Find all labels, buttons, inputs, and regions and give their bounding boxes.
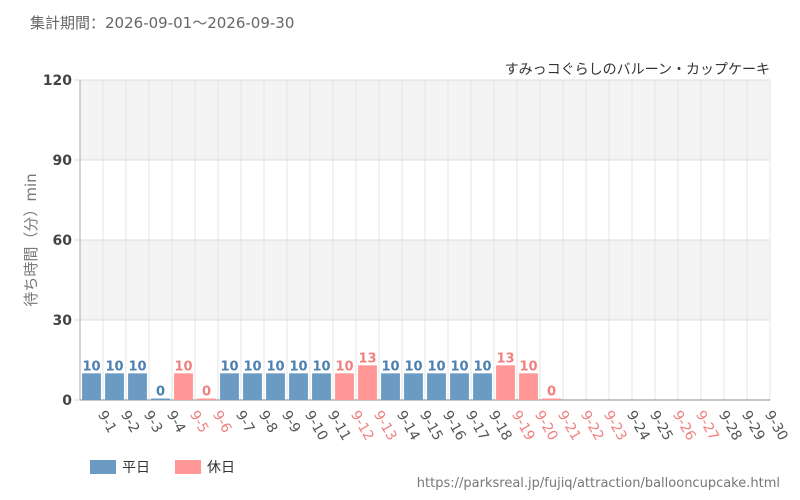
data-label: 10 — [266, 359, 284, 374]
x-tick-label: 9-18 — [485, 408, 515, 444]
data-label: 10 — [335, 359, 353, 374]
y-axis-label: 待ち時間（分）min — [22, 173, 40, 306]
x-tick-label: 9-13 — [370, 408, 400, 444]
data-label: 0 — [156, 385, 165, 400]
bar — [151, 398, 170, 400]
data-label: 10 — [289, 359, 307, 374]
period-label: 集計期間：2026-09-01～2026-09-30 — [30, 12, 294, 33]
x-tick-label: 9-19 — [508, 408, 538, 444]
y-tick-label: 30 — [53, 313, 73, 329]
data-label: 10 — [404, 359, 422, 374]
bar — [243, 373, 262, 400]
x-tick-label: 9-30 — [761, 408, 791, 444]
x-tick-label: 9-4 — [163, 408, 188, 436]
data-label: 10 — [174, 359, 192, 374]
data-label: 10 — [473, 359, 491, 374]
x-tick-label: 9-11 — [324, 408, 354, 444]
x-tick-label: 9-25 — [646, 408, 676, 444]
legend-label-holiday: 休日 — [207, 460, 235, 476]
data-label: 10 — [105, 359, 123, 374]
x-tick-label: 9-29 — [738, 408, 768, 444]
x-tick-label: 9-16 — [439, 408, 469, 444]
x-tick-labels: 9-19-29-39-49-59-69-79-89-99-109-119-129… — [94, 408, 791, 444]
x-tick-label: 9-24 — [623, 408, 653, 444]
bar — [381, 373, 400, 400]
data-label: 10 — [427, 359, 445, 374]
x-tick-label: 9-8 — [255, 408, 280, 436]
data-label: 10 — [450, 359, 468, 374]
x-tick-label: 9-17 — [462, 408, 492, 444]
bar — [128, 373, 147, 400]
bar — [82, 373, 101, 400]
x-tick-label: 9-1 — [94, 408, 119, 436]
bar — [473, 373, 492, 400]
y-tick-label: 120 — [43, 73, 72, 89]
legend-label-weekday: 平日 — [122, 460, 150, 476]
x-tick-label: 9-3 — [140, 408, 165, 436]
period-prefix: 集計期間： — [30, 14, 106, 32]
x-tick-label: 9-6 — [209, 408, 234, 436]
legend-swatch-weekday — [90, 460, 116, 474]
data-label: 10 — [243, 359, 261, 374]
x-tick-label: 9-27 — [692, 408, 722, 444]
x-tick-label: 9-2 — [117, 408, 142, 436]
bar — [197, 398, 216, 400]
bar — [312, 373, 331, 400]
data-label: 13 — [496, 351, 514, 366]
data-label: 10 — [220, 359, 238, 374]
bar — [358, 365, 377, 400]
data-label: 0 — [202, 385, 211, 400]
bar — [542, 398, 561, 400]
bar — [519, 373, 538, 400]
data-labels: 10 10 10 0 10 0 10 10 10 10 10 10 13 10 10 10 10 10 13 10 0 — [82, 351, 556, 399]
x-tick-label: 9-21 — [554, 408, 584, 444]
legend: 平日 休日 — [90, 460, 235, 476]
x-tick-label: 9-20 — [531, 408, 561, 444]
x-tick-label: 9-15 — [416, 408, 446, 444]
bar — [496, 365, 515, 400]
period-range: 2026-09-01～2026-09-30 — [105, 14, 295, 32]
data-label: 10 — [312, 359, 330, 374]
bar — [404, 373, 423, 400]
x-tick-label: 9-28 — [715, 408, 745, 444]
source-url[interactable]: https://parksreal.jp/fujiq/attraction/ba… — [417, 476, 780, 491]
bar — [105, 373, 124, 400]
bar — [450, 373, 469, 400]
y-tick-label: 0 — [62, 393, 72, 409]
data-label: 10 — [381, 359, 399, 374]
bar-series — [82, 365, 561, 400]
data-label: 10 — [82, 359, 100, 374]
x-tick-label: 9-12 — [347, 408, 377, 444]
bar — [289, 373, 308, 400]
bar — [220, 373, 239, 400]
data-label: 13 — [358, 351, 376, 366]
y-tick-labels: 0 30 60 90 120 — [43, 73, 72, 409]
data-label: 10 — [519, 359, 537, 374]
data-label: 0 — [547, 385, 556, 400]
x-tick-label: 9-5 — [186, 408, 211, 436]
legend-swatch-holiday — [175, 460, 201, 474]
chart-title: すみっコぐらしのバルーン・カップケーキ — [505, 62, 770, 78]
x-tick-label: 9-23 — [600, 408, 630, 444]
y-tick-label: 60 — [53, 233, 73, 249]
x-tick-label: 9-9 — [278, 408, 303, 436]
x-tick-label: 9-10 — [301, 408, 331, 444]
x-tick-label: 9-22 — [577, 408, 607, 444]
bar — [174, 373, 193, 400]
bar — [266, 373, 285, 400]
x-tick-label: 9-14 — [393, 408, 423, 444]
data-label: 10 — [128, 359, 146, 374]
x-tick-label: 9-26 — [669, 408, 699, 444]
y-tick-label: 90 — [53, 153, 73, 169]
bar — [335, 373, 354, 400]
x-tick-label: 9-7 — [232, 408, 257, 436]
bar — [427, 373, 446, 400]
